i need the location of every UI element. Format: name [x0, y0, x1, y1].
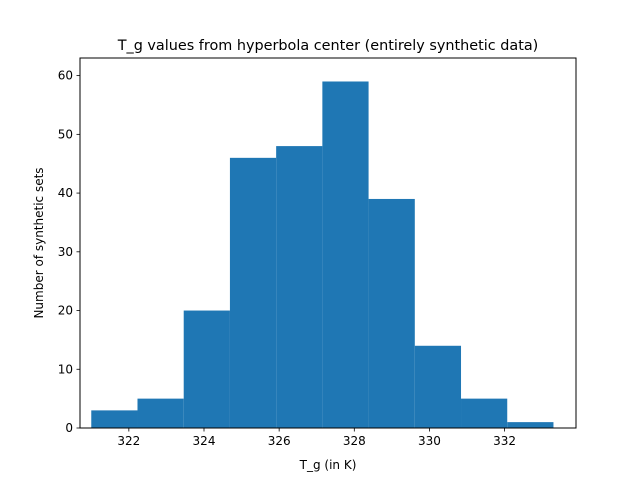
histogram-bar [276, 146, 323, 428]
histogram-bar [322, 81, 369, 429]
x-tick-label: 328 [343, 434, 366, 448]
y-tick-label: 10 [58, 362, 73, 376]
y-tick-label: 50 [58, 127, 73, 141]
y-tick-label: 60 [58, 69, 73, 83]
y-axis-ticks: 0 10 20 30 40 50 60 [58, 69, 80, 435]
x-tick-label: 326 [268, 434, 291, 448]
y-tick-label: 40 [58, 186, 73, 200]
histogram-bars [91, 81, 554, 429]
histogram-bar [229, 157, 277, 428]
histogram-bar [91, 410, 138, 428]
axes-frame [79, 57, 577, 429]
histogram-bar [183, 310, 230, 428]
y-axis-label: Number of synthetic sets [32, 167, 46, 318]
x-axis-label: T_g (in K) [299, 458, 357, 472]
histogram-bar [507, 422, 554, 428]
x-tick-label: 324 [193, 434, 216, 448]
histogram-bar [368, 198, 415, 428]
histogram-bar [461, 398, 508, 428]
chart-title: T_g values from hyperbola center (entire… [117, 38, 539, 54]
x-tick-label: 322 [117, 434, 140, 448]
y-tick-label: 20 [58, 304, 73, 318]
x-tick-label: 332 [493, 434, 516, 448]
x-tick-label: 330 [418, 434, 441, 448]
histogram-bar [414, 345, 462, 428]
y-tick-label: 30 [58, 245, 73, 259]
y-tick-label: 0 [65, 421, 73, 435]
x-axis-ticks: 322 324 326 328 330 332 [117, 428, 516, 448]
histogram-bar [137, 398, 184, 428]
